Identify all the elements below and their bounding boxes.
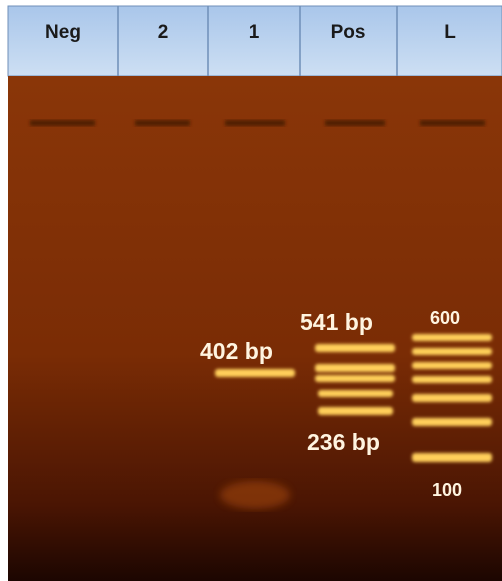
- lane-label: L: [444, 22, 456, 43]
- lane-label: Neg: [45, 22, 81, 43]
- ladder-label: 600: [430, 308, 460, 328]
- lane-header: [7, 5, 502, 77]
- wells: [30, 120, 485, 126]
- band-label: 402 bp: [200, 338, 273, 364]
- lane-label: Pos: [331, 22, 366, 43]
- bands: [215, 334, 492, 462]
- lane-label: 2: [158, 22, 169, 43]
- lane-dividers: [117, 6, 398, 76]
- glow: [220, 481, 290, 509]
- ladder-label: 100: [432, 480, 462, 500]
- band-label: 541 bp: [300, 309, 373, 335]
- band-label: 236 bp: [307, 429, 380, 455]
- lane-label: 1: [249, 22, 260, 43]
